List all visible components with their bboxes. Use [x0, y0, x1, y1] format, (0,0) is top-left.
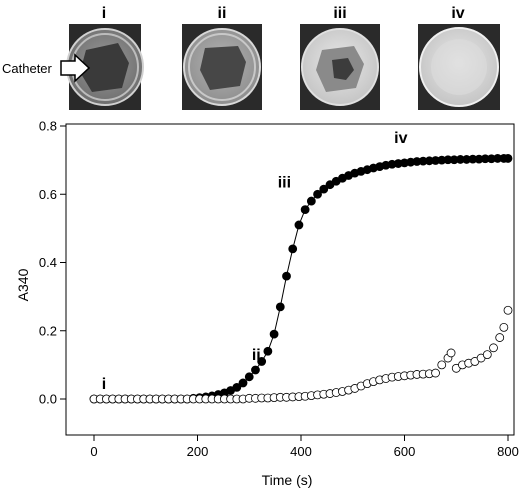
axis-tick-labels: 0 200 400 600 800 0.0 0.2 0.4 0.6 0.8 [39, 119, 519, 460]
panel-label-i: i [102, 5, 106, 22]
photo-panel-ii: ii [182, 5, 262, 110]
series-1-line [94, 157, 508, 400]
x-tick-label: 0 [90, 444, 97, 459]
series-2-point [503, 305, 513, 315]
series-1-point [282, 271, 291, 281]
photo-panel-iv: iv [418, 5, 500, 110]
catheter-callout: Catheter [2, 53, 91, 83]
catheter-sample [200, 46, 246, 90]
series-2-point [437, 360, 447, 370]
series-2-point [495, 333, 505, 342]
annotation-iv: iv [394, 130, 407, 147]
series-2-point [489, 343, 498, 353]
y-tick-label: 0.0 [39, 392, 57, 407]
catheter-callout-label: Catheter [2, 61, 53, 76]
photo-panels: i ii iii iv [2, 5, 500, 110]
series-1-point [288, 244, 298, 254]
chart: 0 200 400 600 800 0.0 0.2 0.4 0.6 0.8 Time (s) A3… [15, 119, 519, 489]
y-tick-label: 0.6 [39, 187, 57, 202]
series-points [89, 154, 513, 404]
y-axis-title: A340 [15, 268, 31, 301]
series-lines [94, 157, 508, 400]
series-2-point [446, 348, 456, 358]
panel-label-ii: ii [218, 5, 227, 22]
y-tick-label: 0.4 [39, 255, 57, 270]
series-1-point [275, 302, 285, 312]
panel-label-iii: iii [333, 5, 346, 22]
series-1-point [232, 382, 242, 392]
panel-label-iv: iv [451, 5, 464, 22]
x-axis-title: Time (s) [262, 472, 313, 488]
series-2-point [431, 368, 440, 378]
y-tick-label: 0.2 [39, 323, 57, 338]
x-tick-label: 800 [497, 444, 519, 459]
x-tick-label: 600 [394, 444, 416, 459]
photo-panel-iii: iii [300, 5, 380, 110]
arrow-right-icon [60, 53, 91, 83]
series-1-point [251, 365, 260, 375]
series-1-point [263, 346, 273, 356]
x-tick-label: 400 [290, 444, 312, 459]
annotation-i: i [102, 376, 106, 393]
catheter-sample [80, 43, 129, 92]
annotation-ii: ii [252, 347, 261, 364]
series-1-point [319, 184, 329, 194]
series-1-point [313, 189, 322, 199]
series-1-point [269, 329, 279, 339]
series-1-point [503, 154, 513, 163]
x-tick-label: 200 [187, 444, 209, 459]
series-1-point [257, 357, 267, 366]
series-1-point [238, 378, 248, 388]
series-1-point [300, 205, 310, 215]
annotation-iii: iii [278, 174, 291, 191]
series-2-point [482, 350, 492, 360]
series-1-point [294, 220, 304, 230]
axis-ticks [60, 125, 509, 441]
y-tick-label: 0.8 [39, 119, 57, 134]
series-1-point [244, 372, 254, 382]
series-2-point [499, 322, 509, 332]
series-1-point [306, 196, 316, 206]
plot-area [65, 123, 515, 436]
